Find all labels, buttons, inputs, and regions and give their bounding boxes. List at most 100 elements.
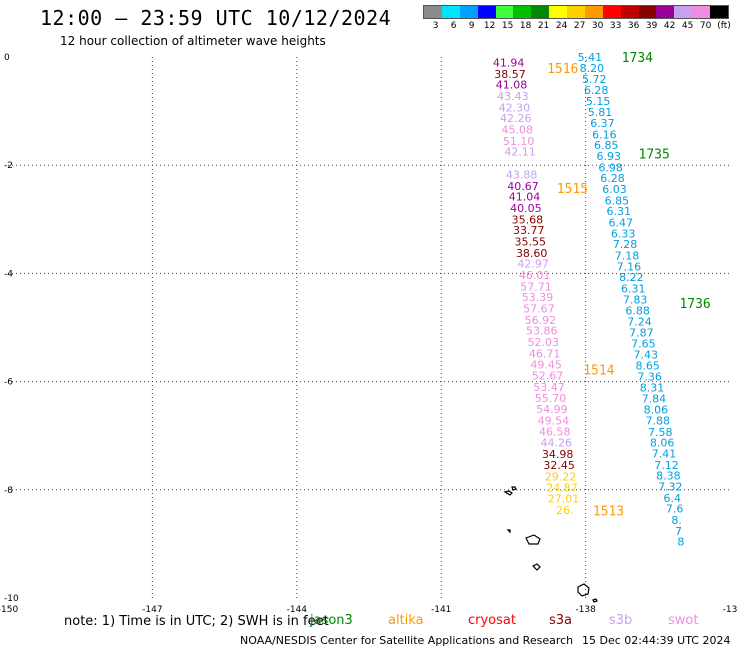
map-axes: -150 -147 -144 -141 -138 -13 0 -2 -4 -6 -8 -10 (0, 53, 737, 615)
scale-swatch (692, 6, 710, 18)
swh-reading: 6.4 (663, 492, 681, 505)
swh-reading: 42.26 (500, 112, 532, 125)
swh-reading: 57.71 (520, 280, 552, 293)
swh-reading: 8.20 (580, 62, 605, 75)
swh-reading: 8.31 (640, 382, 665, 395)
swh-reading: 7.43 (634, 349, 659, 362)
swh-reading: 57.67 (523, 303, 555, 316)
swh-reading: 6.88 (625, 305, 650, 318)
island-outline (503, 490, 513, 496)
swh-reading: 6.16 (592, 128, 617, 141)
scale-tick-label: 9 (468, 21, 475, 31)
swh-reading: 29.22 (545, 470, 577, 483)
swh-reading: 7.58 (648, 426, 673, 439)
pass-time-label: 1513 (593, 504, 624, 519)
swh-reading: 6.31 (607, 205, 632, 218)
x-tick-label: -138 (575, 605, 596, 615)
swh-reading: 56.92 (525, 314, 557, 327)
swh-readings: 5.418.205.726.285.155.816.376.166.856.93… (493, 51, 685, 549)
legend-cryosat: cryosat (468, 613, 516, 628)
swh-reading: 43.43 (497, 90, 529, 103)
scale-swatch (620, 6, 639, 18)
swh-reading: 6.85 (594, 139, 619, 152)
legend-s3a: s3a (549, 613, 573, 628)
scale-swatch (513, 6, 532, 18)
scale-tick-label: 3 (432, 21, 439, 31)
island-outline (592, 598, 598, 603)
scale-swatch (710, 6, 728, 18)
swh-reading: 6.85 (605, 194, 630, 207)
scale-tick-label: 70 (699, 21, 712, 31)
y-tick-label: -4 (4, 269, 13, 279)
swh-reading: 35.68 (512, 213, 544, 226)
island-outline (506, 529, 511, 534)
swh-reading: 7.41 (652, 448, 677, 461)
scale-tick-label: 33 (609, 21, 622, 31)
swh-reading: 26. (556, 504, 574, 517)
swh-reading: 6.28 (600, 172, 625, 185)
swh-reading: 42.11 (504, 146, 536, 159)
swh-reading: 7.87 (629, 326, 654, 339)
scale-swatch (638, 6, 657, 18)
swh-reading: 42.97 (517, 258, 549, 271)
swh-reading: 49.54 (538, 415, 570, 428)
swh-reading: 6.33 (611, 227, 636, 240)
scale-swatch (567, 6, 585, 18)
swh-reading: 55.70 (535, 392, 567, 405)
x-tick-label: -144 (287, 605, 308, 615)
x-tick-label: -150 (0, 605, 18, 615)
swh-reading: 45.08 (502, 123, 534, 136)
legend-jason3: jason3 (310, 613, 353, 628)
swh-reading: 53.39 (522, 291, 554, 304)
swh-reading: 8. (671, 514, 682, 527)
pass-time-label: 1734 (622, 51, 653, 66)
swh-reading: 7.28 (613, 238, 638, 251)
swh-reading: 33.77 (513, 224, 545, 237)
swh-reading: 5.81 (588, 106, 613, 119)
swh-reading: 7.88 (646, 415, 671, 428)
swh-reading: 7.84 (642, 392, 667, 405)
swh-reading: 6.31 (621, 283, 646, 296)
swh-reading: 42.30 (499, 101, 531, 114)
swh-reading: 24.87 (546, 482, 578, 495)
swh-reading: 8.06 (644, 404, 669, 417)
island-outline (525, 534, 541, 545)
credit-line: NOAA/NESDIS Center for Satellite Applica… (240, 634, 574, 647)
swh-reading: 7.12 (654, 459, 679, 472)
swh-reading: 7 (675, 525, 682, 538)
swh-reading: 7.36 (637, 371, 662, 384)
swh-reading: 52.03 (527, 336, 559, 349)
swh-reading: 7.83 (623, 293, 648, 306)
swh-reading: 8.38 (656, 470, 681, 483)
figure-title: 12:00 — 23:59 UTC 10/12/2024 (40, 6, 392, 30)
scale-tick-label: 6 (450, 21, 457, 31)
color-scale-bar (423, 5, 729, 19)
pass-time-label: 1516 (547, 62, 578, 77)
x-tick-label: -147 (142, 605, 162, 615)
y-tick-label: -8 (4, 486, 13, 496)
swh-reading: 8.06 (650, 437, 675, 450)
swh-reading: 46.58 (539, 425, 571, 438)
swh-reading: 53.86 (526, 325, 558, 338)
swh-reading: 32.45 (543, 459, 575, 472)
y-tick-label: -2 (4, 161, 13, 171)
color-scale-labels: 3 6 9 12 15 18 21 24 27 30 33 36 39 42 45 70 (ft) (423, 19, 731, 31)
scale-swatch (441, 6, 460, 18)
scale-tick-label: 12 (483, 21, 496, 31)
scale-tick-label: 36 (627, 21, 640, 31)
pass-time-label: 1515 (557, 182, 588, 197)
pass-time-label: 1736 (679, 297, 710, 312)
swh-reading: 44.26 (540, 437, 572, 450)
swh-reading: 46.71 (529, 347, 561, 360)
swh-reading: 38.57 (494, 68, 526, 81)
swh-reading: 40.05 (510, 202, 542, 215)
swh-reading: 6.03 (602, 183, 627, 196)
swh-reading: 54.99 (536, 403, 568, 416)
scale-tick-label: 18 (519, 21, 532, 31)
x-tick-label: -141 (431, 605, 451, 615)
scale-unit-label: (ft) (717, 21, 731, 31)
figure-subtitle: 12 hour collection of altimeter wave hei… (60, 34, 326, 48)
pass-time-labels: 1734 1735 1736 1516 1515 1514 1513 (547, 51, 711, 519)
swh-reading: 5.72 (582, 73, 607, 86)
